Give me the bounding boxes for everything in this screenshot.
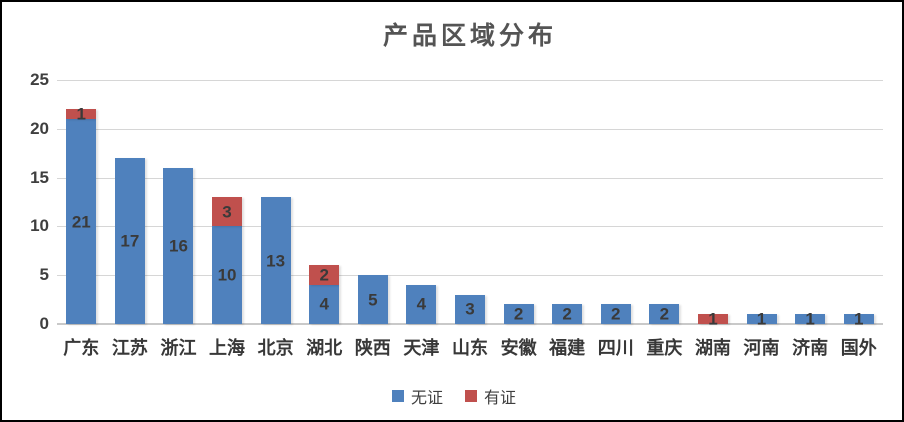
- bar-segment-无证: 1: [843, 311, 874, 328]
- x-tick-label-陕西: 陕西: [354, 338, 391, 358]
- bar-value-label: 1: [76, 104, 87, 124]
- bar-江苏: 17: [106, 158, 155, 324]
- bar-segment-无证: 1: [795, 311, 826, 328]
- bar-segment-无证: 2: [600, 304, 631, 324]
- bar-value-label: 1: [853, 309, 864, 329]
- bar-segment-有证: 1: [697, 311, 728, 328]
- x-tick-label-上海: 上海: [209, 338, 246, 358]
- x-tick-label-江苏: 江苏: [111, 338, 148, 358]
- x-tick-label-四川: 四川: [597, 338, 634, 358]
- legend-item-有证: 有证: [465, 384, 516, 408]
- x-tick-label-重庆: 重庆: [646, 338, 683, 358]
- bar-天津: 4: [397, 284, 446, 324]
- bar-浙江: 16: [154, 167, 203, 324]
- bar-segment-有证: 3: [212, 197, 243, 227]
- plot-area: 0 5 10 15 20 25 21 1 17 16 10 3 13 4 2 5 4 3 2 2 2 2 1 1 1 1: [30, 70, 883, 333]
- chart-legend: 无证 有证: [2, 384, 902, 408]
- legend-swatch-icon: [465, 390, 477, 402]
- gridline: [57, 177, 883, 179]
- bar-value-label: 3: [465, 299, 475, 319]
- bar-安徽: 2: [494, 304, 543, 324]
- bar-北京: 13: [251, 197, 300, 324]
- x-tick-label-湖北: 湖北: [306, 338, 343, 358]
- bar-segment-无证: 4: [406, 284, 437, 324]
- gridline: [57, 275, 883, 277]
- y-tick-label: 10: [30, 216, 49, 236]
- bar-国外: 1: [834, 311, 883, 328]
- x-tick-label-河南: 河南: [743, 338, 780, 358]
- legend-label: 有证: [484, 390, 517, 407]
- gridline: [57, 128, 883, 130]
- x-tick-label-天津: 天津: [403, 338, 440, 358]
- bar-济南: 1: [786, 311, 835, 328]
- bar-segment-无证: 17: [114, 158, 145, 324]
- x-tick-label-北京: 北京: [257, 338, 294, 358]
- bar-value-label: 10: [217, 265, 237, 285]
- bar-四川: 2: [591, 304, 640, 324]
- gridline: [57, 226, 883, 228]
- bar-value-label: 2: [611, 304, 621, 324]
- bar-segment-无证: 16: [163, 167, 194, 324]
- y-tick-label: 0: [39, 314, 49, 333]
- bar-重庆: 2: [640, 304, 689, 324]
- bar-value-label: 3: [222, 202, 232, 222]
- bar-segment-无证: 4: [309, 284, 340, 324]
- bar-value-label: 1: [756, 309, 767, 329]
- bar-河南: 1: [737, 311, 786, 328]
- bar-segment-无证: 2: [649, 304, 680, 324]
- bar-value-label: 4: [319, 294, 329, 314]
- bar-value-label: 4: [416, 294, 427, 314]
- bar-福建: 2: [543, 304, 592, 324]
- bar-湖南: 1: [689, 311, 738, 328]
- bar-segment-无证: 10: [212, 226, 243, 324]
- bar-value-label: 16: [168, 236, 188, 256]
- bar-value-label: 2: [319, 265, 329, 285]
- legend-swatch-icon: [391, 390, 404, 402]
- bar-value-label: 1: [708, 309, 718, 329]
- bar-value-label: 2: [659, 304, 670, 324]
- bar-segment-有证: 1: [66, 106, 97, 123]
- bar-value-label: 21: [71, 212, 91, 232]
- y-tick-label: 5: [39, 265, 49, 285]
- bar-value-label: 2: [562, 304, 572, 324]
- bar-segment-无证: 13: [260, 197, 291, 324]
- legend-item-无证: 无证: [391, 384, 443, 408]
- bar-segment-无证: 3: [454, 294, 485, 324]
- bar-segment-无证: 1: [746, 311, 777, 328]
- x-tick-label-浙江: 浙江: [160, 338, 197, 358]
- bar-segment-有证: 2: [309, 265, 340, 285]
- legend-label: 无证: [410, 390, 443, 407]
- y-tick-label: 25: [30, 70, 49, 89]
- y-tick-label: 15: [30, 167, 49, 187]
- x-tick-label-济南: 济南: [792, 338, 829, 358]
- bar-value-label: 5: [368, 290, 378, 310]
- x-tick-label-福建: 福建: [549, 338, 586, 358]
- bar-陕西: 5: [349, 275, 398, 324]
- x-tick-label-山东: 山东: [452, 338, 488, 358]
- bar-segment-无证: 21: [66, 119, 97, 324]
- bar-value-label: 13: [266, 251, 286, 271]
- bar-山东: 3: [446, 294, 495, 324]
- x-axis: 广东 江苏 浙江 上海 北京 湖北 陕西 天津 山东 安徽 福建 四川 重庆 湖南 河南 济南 国外: [57, 334, 883, 362]
- bar-广东: 21 1: [57, 106, 106, 324]
- x-tick-label-国外: 国外: [840, 338, 877, 358]
- y-tick-label: 20: [30, 118, 49, 138]
- bar-value-label: 17: [120, 231, 140, 251]
- bar-segment-无证: 2: [503, 304, 534, 324]
- bar-segment-无证: 2: [552, 304, 583, 324]
- bar-value-label: 2: [513, 304, 524, 324]
- x-tick-label-湖南: 湖南: [694, 338, 731, 358]
- chart-title: 产品区域分布: [382, 23, 557, 50]
- gridline: [57, 80, 883, 81]
- bar-segment-无证: 5: [357, 275, 388, 324]
- x-tick-label-安徽: 安徽: [500, 338, 537, 358]
- bar-value-label: 1: [805, 309, 815, 329]
- bar-上海: 10 3: [203, 197, 252, 324]
- x-tick-label-广东: 广东: [63, 338, 100, 358]
- x-axis-baseline: [57, 323, 883, 325]
